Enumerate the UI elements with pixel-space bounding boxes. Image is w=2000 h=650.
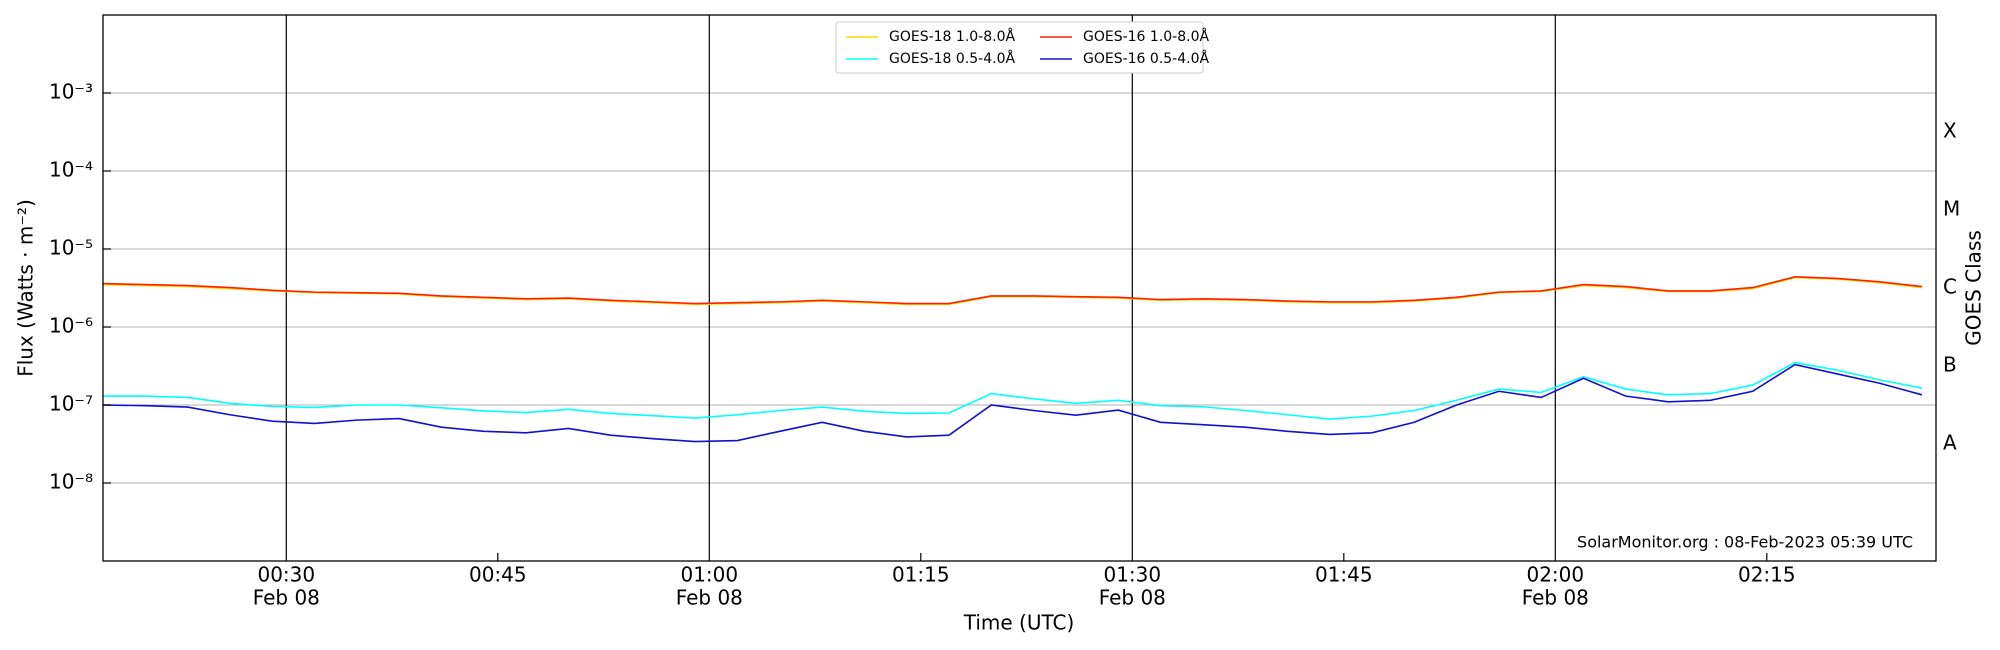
legend-box	[835, 21, 1204, 74]
legend-label: GOES-16 0.5-4.0Å	[1083, 50, 1209, 67]
y-tick-label: 10⁻⁴	[49, 158, 93, 182]
y-tick-label: 10⁻⁶	[49, 314, 93, 338]
plot-lines	[102, 276, 1923, 443]
y-tick-label: 10⁻⁸	[49, 470, 93, 494]
y2-tick-label: A	[1943, 431, 1957, 455]
x-tick-label: 00:30	[257, 563, 315, 587]
y-tick-label: 10⁻⁷	[49, 392, 93, 416]
y2-tick-label: B	[1943, 353, 1957, 377]
legend-label: GOES-16 1.0-8.0Å	[1083, 28, 1209, 45]
y-tick-label: 10⁻⁵	[49, 236, 93, 260]
x-tick-label: 01:15	[892, 563, 950, 587]
y2-axis-label: GOES Class	[1962, 230, 1986, 346]
legend-label: GOES-18 1.0-8.0Å	[889, 28, 1015, 45]
x-tick-label: 01:45	[1315, 563, 1373, 587]
x-tick-label: 01:00	[680, 563, 738, 587]
x-tick-label: Feb 08	[1099, 586, 1166, 610]
legend: GOES-18 1.0-8.0Å GOES-18 0.5-4.0Å GOES-16 …	[835, 21, 1209, 74]
x-tick-label: Feb 08	[253, 586, 320, 610]
y2-tick-label: M	[1943, 197, 1960, 221]
x-tick-label: 00:45	[469, 563, 527, 587]
y2-tick-label: X	[1943, 119, 1957, 143]
series-line	[103, 361, 1923, 420]
x-tick-label: 02:15	[1738, 563, 1796, 587]
plot-frame	[102, 14, 1937, 562]
y-axis-label: Flux (Watts · m⁻²)	[14, 199, 38, 377]
series-line	[102, 363, 1923, 443]
x-tick-label: Feb 08	[676, 586, 743, 610]
y2-tick-label: C	[1943, 275, 1957, 299]
x-tick-label: Feb 08	[1522, 586, 1589, 610]
legend-label: GOES-18 0.5-4.0Å	[889, 50, 1015, 67]
x-tick-label: 02:00	[1526, 563, 1584, 587]
annotation: SolarMonitor.org : 08-Feb-2023 05:39 UTC	[1577, 533, 1913, 552]
x-axis-label: Time (UTC)	[963, 611, 1075, 635]
series-line	[102, 276, 1922, 305]
y-tick-label: 10⁻³	[49, 80, 93, 104]
x-tick-label: 01:30	[1103, 563, 1161, 587]
